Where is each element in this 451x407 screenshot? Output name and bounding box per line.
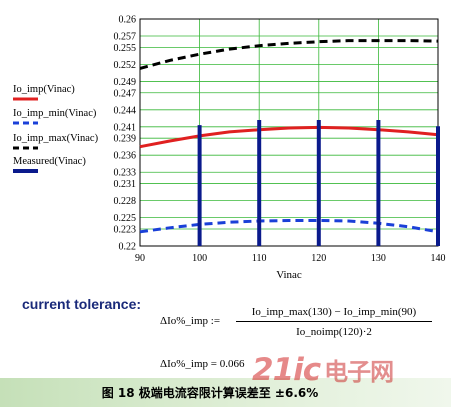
y-tick-label-8: 0.241 — [114, 122, 137, 133]
plot-area — [140, 19, 438, 246]
y-tick-label-10: 0.247 — [114, 88, 137, 99]
y-tick-label-7: 0.239 — [114, 134, 137, 145]
x-tick-label-5: 140 — [431, 253, 446, 264]
formula-denominator: Io_noimp(120)·2 — [296, 326, 372, 338]
x-tick-label-2: 110 — [252, 253, 267, 264]
line-chart: 0.220.2230.2250.2280.2310.2330.2360.2390… — [13, 15, 446, 281]
y-tick-label-6: 0.236 — [114, 151, 137, 162]
series-line-1 — [139, 219, 439, 234]
x-tick-label-3: 120 — [311, 253, 326, 264]
formula-fraction: Io_imp_max(130) − Io_imp_min(90) Io_noim… — [236, 306, 432, 338]
y-tick-label-1: 0.223 — [114, 224, 137, 235]
formula-result: ΔIo%_imp = 0.066 — [160, 358, 245, 370]
current-tolerance-heading: current tolerance: — [22, 296, 142, 312]
watermark-logo: 21ic 电子网 — [252, 352, 394, 388]
y-tick-label-4: 0.231 — [114, 179, 137, 190]
legend-label-3: Measured(Vinac) — [13, 156, 86, 167]
y-tick-label-13: 0.255 — [114, 43, 137, 54]
series-line-0 — [139, 125, 439, 149]
y-tick-label-12: 0.252 — [114, 60, 137, 71]
legend-label-0: Io_imp(Vinac) — [13, 84, 75, 95]
y-tick-label-2: 0.225 — [114, 213, 137, 224]
series-line-2 — [139, 39, 439, 70]
y-tick-label-3: 0.228 — [114, 196, 137, 207]
formula-lhs: ΔIo%_imp := — [160, 315, 221, 327]
x-axis-title: Vinac — [276, 269, 302, 281]
caption-bar — [0, 378, 451, 407]
y-tick-label-9: 0.244 — [114, 105, 137, 116]
legend-label-2: Io_imp_max(Vinac) — [13, 133, 99, 144]
x-tick-label-4: 130 — [371, 253, 386, 264]
x-tick-label-0: 90 — [135, 253, 145, 264]
y-tick-label-11: 0.249 — [114, 77, 137, 88]
formula-numerator: Io_imp_max(130) − Io_imp_min(90) — [236, 306, 432, 322]
watermark-latin: 21ic — [252, 352, 321, 388]
x-tick-label-1: 100 — [192, 253, 207, 264]
y-tick-label-5: 0.233 — [114, 168, 137, 179]
y-tick-label-0: 0.22 — [119, 242, 137, 253]
y-tick-label-15: 0.26 — [119, 15, 137, 26]
legend-label-1: Io_imp_min(Vinac) — [13, 108, 97, 119]
watermark-chinese: 电子网 — [324, 358, 394, 386]
y-tick-label-14: 0.257 — [114, 32, 137, 43]
figure-caption: 图 18 极端电流容限计算误差至 ±6.6% — [101, 386, 319, 400]
